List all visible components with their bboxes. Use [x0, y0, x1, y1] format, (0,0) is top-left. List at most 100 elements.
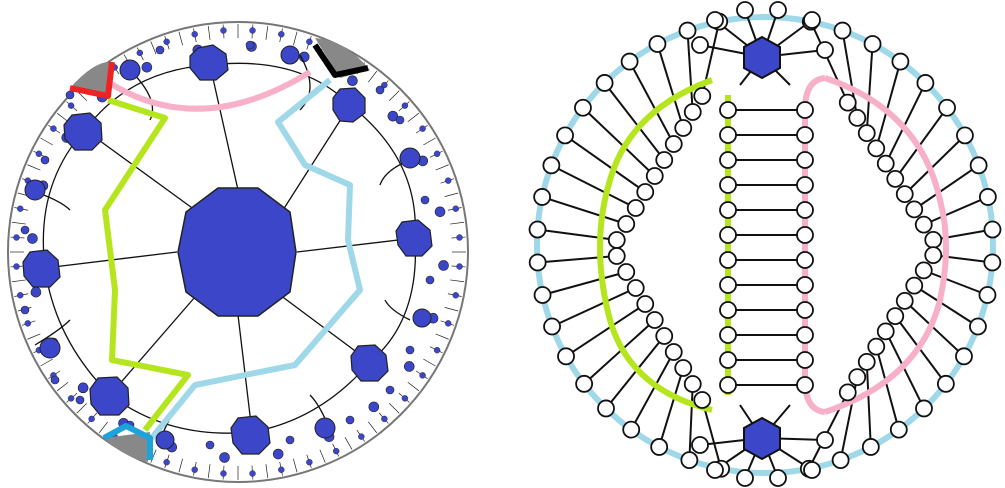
- rung-edge: [603, 82, 666, 161]
- fringe-tile-medium: [272, 448, 284, 460]
- fringe-line: [178, 31, 183, 46]
- hyperbolic-tiling: [7, 21, 469, 483]
- inner-node: [683, 103, 702, 121]
- outer-node: [557, 347, 575, 366]
- fringe-tile: [67, 395, 75, 402]
- pink-column-node: [796, 326, 814, 344]
- outer-node: [575, 374, 594, 393]
- inner-node: [848, 108, 867, 127]
- fringe-line: [40, 137, 53, 146]
- small-tile: [245, 40, 255, 50]
- rung-edge: [875, 346, 900, 430]
- outer-node: [938, 98, 956, 117]
- fringe-tile: [278, 466, 285, 473]
- inner-node: [876, 322, 895, 341]
- inner-node: [683, 375, 702, 393]
- fringe-line: [27, 333, 41, 340]
- outer-node: [556, 126, 574, 145]
- outer-node: [863, 35, 882, 53]
- outer-node: [528, 253, 547, 272]
- outer-node: [533, 286, 552, 304]
- rung-edge: [923, 269, 988, 296]
- green-column-node: [719, 151, 737, 169]
- fringe-tile-medium: [387, 110, 399, 122]
- small-tile: [205, 440, 215, 450]
- outer-node: [597, 399, 615, 418]
- outer-node: [969, 317, 987, 336]
- fringe-tile: [452, 292, 459, 299]
- fringe-tile-medium: [368, 401, 380, 413]
- green-column-node: [719, 251, 737, 269]
- fringe-line: [367, 70, 378, 83]
- fringe-tile: [401, 395, 409, 402]
- rung-edge: [701, 399, 723, 470]
- rung-edge: [904, 134, 966, 195]
- outer-node: [983, 253, 1002, 272]
- fringe-tile: [306, 459, 313, 466]
- fringe-line: [293, 458, 298, 473]
- small-tile: [40, 155, 50, 165]
- rung-edge: [923, 196, 989, 226]
- rung-edge: [884, 330, 925, 409]
- fringe-line: [435, 333, 449, 340]
- pink-column-node: [796, 351, 814, 369]
- inner-node: [693, 391, 712, 409]
- rung-edge: [565, 303, 646, 358]
- fringe-line: [207, 464, 211, 479]
- fringe-line: [423, 358, 436, 367]
- outer-node: [969, 156, 988, 175]
- inner-node: [607, 231, 626, 249]
- small-tile: [425, 275, 435, 285]
- outer-node: [978, 286, 997, 304]
- fringe-tile: [456, 263, 463, 270]
- top-hub: [743, 35, 781, 80]
- rung-edge: [564, 134, 646, 193]
- small-tile: [20, 305, 30, 315]
- fringe-line: [450, 279, 465, 283]
- fringe-tile: [88, 415, 95, 423]
- inner-node: [914, 261, 933, 280]
- inner-node: [617, 215, 636, 233]
- outer-node: [978, 188, 997, 206]
- central-octagon: [177, 187, 297, 317]
- small-tile: [375, 85, 385, 95]
- fringe-tile: [332, 447, 340, 455]
- outer-node: [889, 420, 908, 439]
- small-tile: [155, 45, 165, 55]
- fringe-tile-medium: [438, 260, 449, 271]
- fringe-line: [98, 421, 109, 434]
- small-tile: [405, 345, 415, 355]
- pink-column-node: [796, 226, 814, 244]
- hub-node: [691, 436, 709, 454]
- rung-edge: [605, 335, 666, 410]
- inner-node: [857, 352, 876, 371]
- fringe-tile-medium: [347, 75, 358, 87]
- fringe-tile: [433, 346, 441, 354]
- outer-node: [891, 52, 910, 71]
- fringe-tile-medium: [77, 382, 89, 394]
- inner-node: [876, 154, 895, 173]
- hub-node: [736, 469, 754, 487]
- fringe-line: [40, 358, 53, 367]
- black-marker: [312, 38, 370, 78]
- fringe-tile: [381, 81, 388, 89]
- rung-edge: [656, 43, 685, 129]
- rung-edge: [550, 164, 637, 209]
- hub-node: [816, 431, 834, 449]
- fringe-tile: [381, 415, 388, 423]
- inner-node: [645, 311, 664, 329]
- outer-node: [528, 220, 547, 239]
- rung-edge: [904, 300, 965, 358]
- fringe-line: [407, 381, 420, 392]
- hub-node: [769, 469, 787, 487]
- fringe-tile: [191, 31, 198, 38]
- fringe-line: [407, 112, 420, 123]
- fringe-tile: [191, 466, 198, 473]
- fringe-line: [178, 458, 183, 473]
- fringe-tile: [419, 125, 426, 132]
- fringe-tile: [445, 320, 452, 327]
- inner-node: [626, 199, 645, 217]
- fringe-line: [389, 90, 400, 101]
- small-tile: [395, 115, 405, 125]
